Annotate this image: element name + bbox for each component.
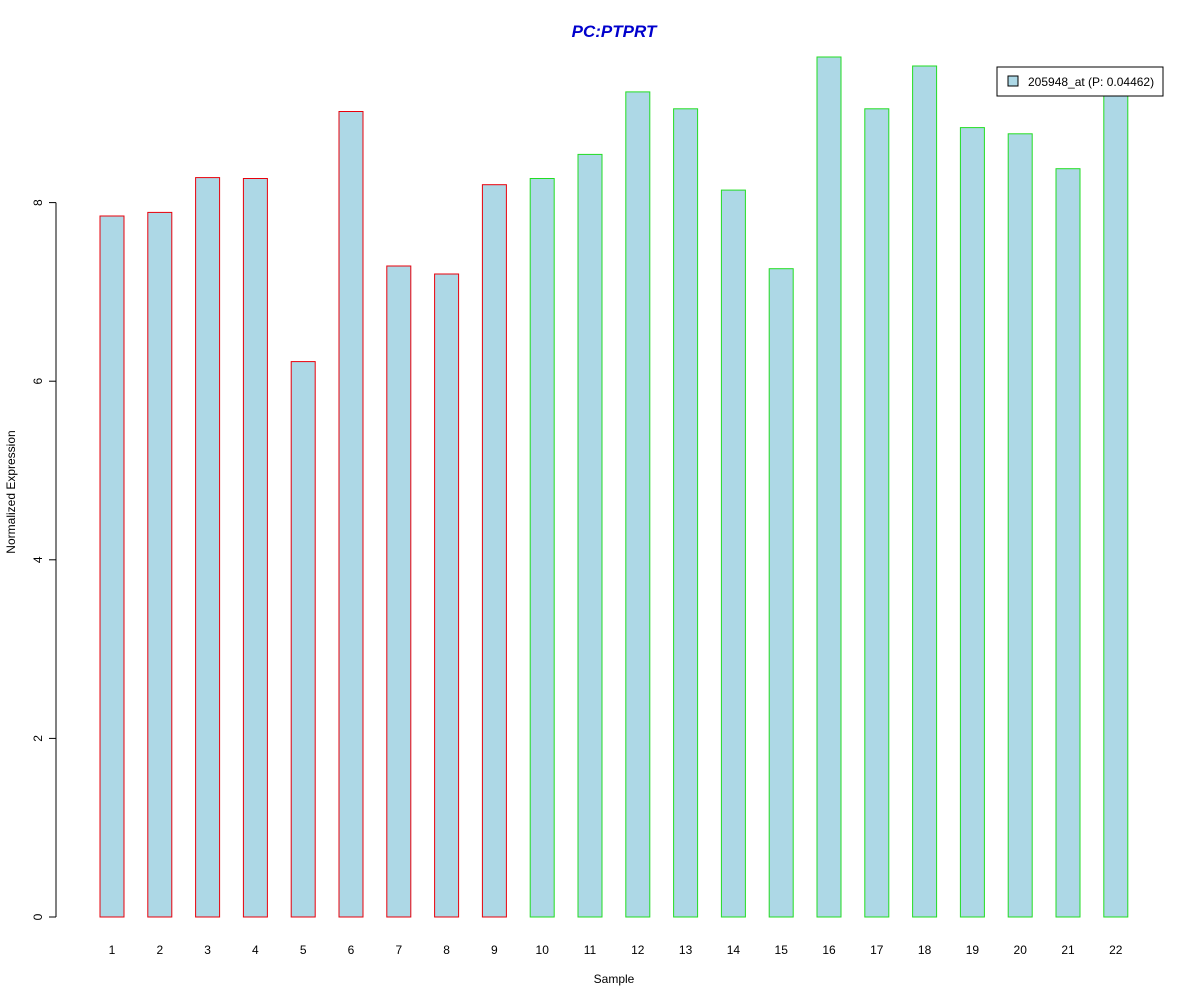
y-axis-label: Normalized Expression <box>4 430 18 553</box>
x-tick-labels: 1 2 3 4 5 6 7 8 9 10 11 12 13 14 15 16 17 18 19 20 21 22 <box>109 943 1123 957</box>
x-tick-label: 9 <box>491 943 498 957</box>
chart-title: PC:PTPRT <box>572 22 658 41</box>
x-tick-label: 13 <box>679 943 693 957</box>
bar-sample-13 <box>673 108 699 918</box>
x-tick-label: 11 <box>584 943 597 957</box>
y-axis: 0 2 4 6 8 <box>31 199 57 920</box>
x-tick-label: 17 <box>870 943 884 957</box>
bar-sample-10 <box>529 178 555 918</box>
x-tick-label: 7 <box>395 943 402 957</box>
bar-sample-17 <box>864 108 890 918</box>
x-tick-label: 16 <box>822 943 836 957</box>
x-tick-label: 21 <box>1061 943 1075 957</box>
x-tick-label: 1 <box>109 943 116 957</box>
bar-sample-12 <box>625 91 651 918</box>
bar-sample-5 <box>290 361 316 918</box>
x-tick-label: 5 <box>300 943 307 957</box>
x-axis-label: Sample <box>594 972 635 986</box>
bar-sample-22 <box>1103 90 1129 918</box>
bar-sample-8 <box>434 273 460 918</box>
y-tick-label: 6 <box>31 378 45 385</box>
bars <box>99 56 1129 918</box>
y-tick-label: 2 <box>31 735 45 742</box>
x-tick-label: 6 <box>348 943 355 957</box>
x-tick-label: 12 <box>631 943 645 957</box>
bar-sample-18 <box>912 65 938 918</box>
x-tick-label: 8 <box>443 943 450 957</box>
y-tick-label: 0 <box>31 913 45 920</box>
x-tick-label: 22 <box>1109 943 1123 957</box>
bar-sample-2 <box>147 211 173 918</box>
bar-sample-16 <box>816 56 842 918</box>
legend-label: 205948_at (P: 0.04462) <box>1028 75 1154 89</box>
x-tick-label: 4 <box>252 943 259 957</box>
x-tick-label: 18 <box>918 943 932 957</box>
bar-sample-6 <box>338 111 364 918</box>
bar-sample-3 <box>195 177 221 918</box>
y-tick-label: 4 <box>31 556 45 563</box>
x-tick-label: 2 <box>156 943 163 957</box>
bar-sample-7 <box>386 265 412 918</box>
bar-sample-15 <box>768 268 794 918</box>
bar-sample-14 <box>720 189 746 918</box>
bar-sample-19 <box>959 127 985 918</box>
legend-box <box>996 66 1164 97</box>
bar-sample-20 <box>1007 133 1033 918</box>
bar-sample-1 <box>99 215 125 918</box>
bar-sample-4 <box>242 178 268 918</box>
bar-sample-9 <box>481 184 507 918</box>
x-tick-label: 14 <box>727 943 741 957</box>
x-tick-label: 19 <box>966 943 980 957</box>
bar-sample-11 <box>577 153 603 918</box>
y-tick-label: 8 <box>31 199 45 206</box>
legend: 205948_at (P: 0.04462) <box>996 66 1164 97</box>
legend-swatch <box>1007 75 1019 87</box>
x-tick-label: 20 <box>1014 943 1028 957</box>
x-tick-label: 3 <box>204 943 211 957</box>
x-tick-label: 10 <box>536 943 550 957</box>
bar-sample-21 <box>1055 168 1081 918</box>
x-tick-label: 15 <box>775 943 789 957</box>
